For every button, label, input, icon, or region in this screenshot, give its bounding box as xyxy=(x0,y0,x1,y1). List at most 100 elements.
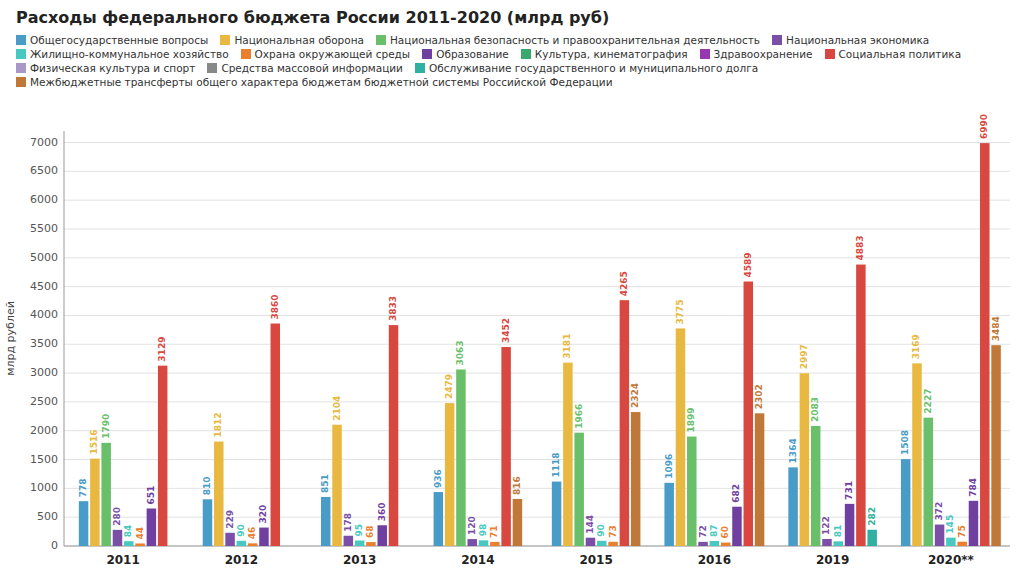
data-label: 1899 xyxy=(686,407,696,432)
legend-swatch xyxy=(376,35,386,45)
bar xyxy=(901,459,910,546)
data-label: 4265 xyxy=(619,271,629,296)
data-label: 280 xyxy=(112,507,122,526)
legend: Общегосударственные вопросы Национальная … xyxy=(0,31,1024,93)
legend-item: Средства массовой информации xyxy=(207,62,403,74)
data-labels: 7781516179028084446513129810181222990463… xyxy=(78,114,1000,539)
data-label: 2104 xyxy=(332,396,342,421)
bar xyxy=(225,533,234,546)
legend-label: Общегосударственные вопросы xyxy=(30,34,208,46)
legend-label: Образование xyxy=(436,48,509,60)
data-label: 144 xyxy=(585,515,595,534)
bar xyxy=(800,373,809,546)
data-label: 4589 xyxy=(743,252,753,277)
bar xyxy=(744,281,753,546)
bar xyxy=(912,363,921,546)
legend-swatch xyxy=(825,49,835,59)
data-label: 1364 xyxy=(788,438,798,463)
y-tick-label: 6500 xyxy=(30,164,58,177)
bar xyxy=(479,540,488,546)
data-label: 229 xyxy=(225,510,235,529)
data-label: 90 xyxy=(236,524,246,537)
bar xyxy=(676,328,685,546)
bar xyxy=(608,542,617,546)
legend-label: Национальная безопасность и правоохранит… xyxy=(390,34,760,46)
bar xyxy=(811,426,820,546)
grid-line xyxy=(64,430,1010,431)
data-label: 1508 xyxy=(900,430,910,455)
data-label: 1118 xyxy=(551,452,561,477)
legend-swatch xyxy=(700,49,710,59)
bar xyxy=(867,530,876,546)
legend-item: Национальная экономика xyxy=(772,34,929,46)
data-label: 2997 xyxy=(799,344,809,369)
legend-label: Средства массовой информации xyxy=(221,62,403,74)
data-label: 851 xyxy=(320,474,330,493)
data-label: 372 xyxy=(934,502,944,521)
bar xyxy=(259,528,268,546)
data-label: 71 xyxy=(489,525,499,538)
bar xyxy=(113,530,122,546)
data-label: 3452 xyxy=(501,318,511,343)
bar xyxy=(788,467,797,546)
y-axis-label: млрд рублей xyxy=(4,301,17,376)
legend-label: Охрана окружающей среды xyxy=(255,48,411,60)
bar xyxy=(90,459,99,546)
y-tick-label: 0 xyxy=(51,539,58,552)
bar xyxy=(732,507,741,546)
bar xyxy=(563,363,572,546)
legend-swatch xyxy=(241,49,251,59)
bar xyxy=(991,345,1000,546)
bar xyxy=(620,300,629,546)
legend-label: Здравоохранение xyxy=(714,48,813,60)
x-tick-label: 2020** xyxy=(928,553,975,567)
data-label: 6990 xyxy=(979,114,989,139)
legend-swatch xyxy=(16,49,26,59)
data-label: 81 xyxy=(833,525,843,538)
bar xyxy=(513,499,522,546)
data-label: 1516 xyxy=(89,430,99,455)
bar xyxy=(946,538,955,546)
data-label: 3063 xyxy=(455,340,465,365)
data-label: 122 xyxy=(821,516,831,535)
legend-swatch xyxy=(207,63,217,73)
bar xyxy=(237,541,246,546)
grid-line xyxy=(64,344,1010,345)
data-label: 120 xyxy=(467,516,477,535)
data-label: 87 xyxy=(709,524,719,537)
bar xyxy=(501,347,510,546)
bar xyxy=(101,443,110,546)
x-tick-label: 2013 xyxy=(343,553,376,567)
y-tick-label: 3500 xyxy=(30,337,58,350)
legend-item: Физическая культура и спорт xyxy=(16,62,195,74)
bar xyxy=(597,541,606,546)
bar xyxy=(710,541,719,546)
x-tick-label: 2011 xyxy=(106,553,139,567)
legend-item: Общегосударственные вопросы xyxy=(16,34,208,46)
bar xyxy=(135,543,144,546)
legend-swatch xyxy=(16,77,26,87)
data-label: 75 xyxy=(957,525,967,538)
legend-swatch xyxy=(16,35,26,45)
data-label: 68 xyxy=(365,526,375,539)
bar xyxy=(271,324,280,546)
bar xyxy=(834,541,843,546)
legend-label: Межбюджетные трансферты общего характера… xyxy=(30,76,613,88)
legend-item: Национальная безопасность и правоохранит… xyxy=(376,34,760,46)
data-label: 2302 xyxy=(754,384,764,409)
y-tick-label: 5500 xyxy=(30,222,58,235)
data-label: 178 xyxy=(343,513,353,532)
data-label: 73 xyxy=(608,525,618,538)
bars xyxy=(79,143,1001,546)
data-label: 2083 xyxy=(810,397,820,422)
data-label: 282 xyxy=(867,507,877,526)
bar xyxy=(214,442,223,546)
data-label: 816 xyxy=(512,476,522,495)
y-tick-label: 1500 xyxy=(30,453,58,466)
data-label: 2324 xyxy=(630,383,640,408)
data-label: 1812 xyxy=(213,412,223,437)
legend-item: Образование xyxy=(422,48,509,60)
x-tick-label: 2015 xyxy=(579,553,612,567)
grid-line xyxy=(64,171,1010,172)
legend-swatch xyxy=(772,35,782,45)
